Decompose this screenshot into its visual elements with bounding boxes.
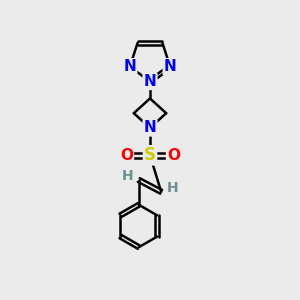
Text: H: H (167, 181, 178, 195)
Text: N: N (124, 59, 136, 74)
Text: S: S (144, 146, 156, 164)
Text: H: H (122, 169, 134, 184)
Text: O: O (167, 148, 180, 163)
Text: N: N (144, 74, 156, 89)
Text: N: N (164, 59, 176, 74)
Text: O: O (120, 148, 133, 163)
Text: N: N (144, 120, 156, 135)
